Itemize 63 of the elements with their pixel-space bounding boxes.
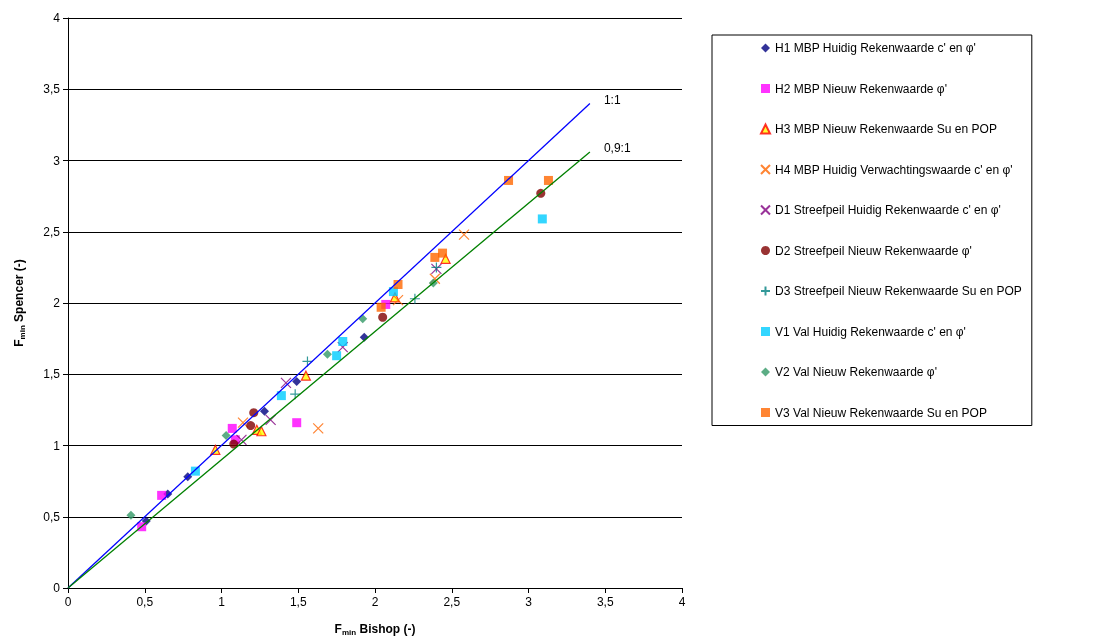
point — [332, 351, 342, 361]
y-tick-label: 4 — [53, 11, 61, 25]
legend-label: H4 MBP Huidig Verwachtingswaarde c' en φ' — [775, 162, 1013, 177]
point — [227, 423, 237, 433]
series-label: 0,9:1 — [603, 140, 631, 155]
y-tick-label: 0 — [53, 581, 61, 595]
point — [378, 312, 388, 322]
x-tick-label: 2 — [371, 595, 379, 609]
legend-label: H1 MBP Huidig Rekenwaarde c' en φ' — [775, 41, 976, 55]
point — [376, 302, 386, 312]
y-tick-label: 2 — [53, 296, 61, 310]
point — [259, 406, 269, 416]
point — [280, 377, 292, 389]
point — [276, 391, 286, 401]
point — [292, 418, 302, 428]
y-axis-title: Fmin Spencer (-) — [12, 259, 27, 347]
legend-label: H2 MBP Nieuw Rekenwaarde φ' — [775, 81, 947, 96]
point — [237, 417, 249, 429]
x-tick-label: 4 — [678, 595, 686, 609]
y-tick-label: 1,5 — [43, 367, 61, 382]
point — [430, 252, 440, 262]
legend-label: V2 Val Nieuw Rekenwaarde φ' — [775, 365, 937, 379]
point — [543, 175, 553, 185]
legend-label: V1 Val Huidig Rekenwaarde c' en φ' — [775, 324, 966, 339]
point — [157, 490, 167, 500]
point — [292, 376, 302, 386]
y-tick-label: 3,5 — [43, 82, 61, 97]
point — [429, 273, 441, 285]
x-tick-label: 1 — [218, 595, 226, 609]
legend-label: H3 MBP Nieuw Rekenwaarde Su en POP — [775, 122, 997, 136]
point — [312, 422, 324, 434]
point — [300, 370, 312, 381]
legend-label: D2 Streefpeil Nieuw Rekenwaarde φ' — [775, 243, 972, 258]
point — [337, 341, 349, 353]
x-tick-label: 2,5 — [443, 595, 461, 609]
point — [256, 426, 267, 437]
x-tick-label: 1,5 — [289, 595, 307, 609]
legend-label: D3 Streefpeil Nieuw Rekenwaarde Su en POP — [775, 284, 1022, 298]
y-tick-label: 3 — [53, 153, 61, 168]
x-tick-label: 3 — [525, 595, 533, 609]
x-tick-label: 0,5 — [136, 595, 154, 609]
y-tick-label: 1 — [53, 438, 61, 453]
legend-label: D1 Streefpeil Huidig Rekenwaarde c' en φ' — [775, 203, 1001, 217]
point — [409, 293, 421, 305]
y-tick-label: 2,5 — [43, 224, 61, 239]
point — [289, 388, 301, 400]
point — [458, 229, 470, 241]
series-label: 1:1 — [603, 92, 621, 107]
point — [246, 421, 256, 431]
y-tick-label: 0,5 — [43, 509, 61, 524]
point — [235, 434, 248, 446]
point — [301, 355, 314, 368]
x-tick-label: 3,5 — [596, 595, 614, 609]
point — [126, 510, 136, 520]
point — [537, 214, 547, 224]
point — [265, 414, 277, 426]
point — [338, 336, 348, 346]
legend-label: V3 Val Nieuw Rekenwaarde Su en POP — [775, 405, 987, 420]
point — [322, 349, 332, 359]
point — [438, 248, 448, 258]
point — [229, 439, 239, 449]
x-tick-label: 0 — [64, 595, 72, 609]
point — [221, 431, 231, 441]
